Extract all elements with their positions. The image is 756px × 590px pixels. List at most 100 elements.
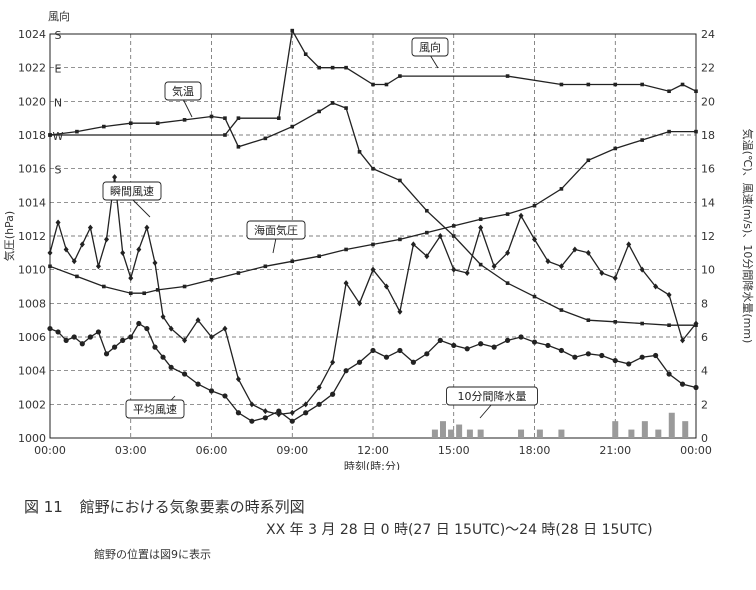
right-tick-label: 2 (701, 398, 708, 411)
gust-speed-point (599, 270, 605, 277)
mean-wind-speed-point (585, 351, 591, 357)
sea-level-pressure-point (128, 291, 133, 296)
callout-box (102, 181, 162, 201)
temperature-point (75, 129, 79, 134)
gust-speed-point (639, 266, 645, 273)
sea-level-pressure-point (667, 129, 671, 134)
right-tick-label: 10 (701, 264, 715, 277)
gust-speed-point (55, 219, 61, 226)
mean-wind-speed-point (276, 408, 282, 414)
precipitation-bar (641, 421, 648, 438)
mean-wind-speed-point (410, 359, 416, 365)
gust-speed-point (47, 249, 53, 256)
precipitation-bar (668, 412, 675, 438)
right-tick-label: 18 (701, 129, 715, 142)
temperature-point (398, 178, 402, 183)
wind-direction-point (317, 65, 321, 70)
mean-wind-speed-point (518, 334, 524, 340)
gust-speed-point (112, 174, 118, 181)
precipitation-bar (448, 429, 455, 438)
direction-tick-label: N (54, 96, 62, 109)
figure-note: 館野の位置は図9に表示 (94, 548, 211, 561)
gust-speed-point (451, 266, 457, 273)
gust-speed-point (195, 317, 201, 324)
mean-wind-speed-point (289, 418, 295, 424)
callout-box (446, 386, 538, 406)
sea-level-pressure-point (290, 259, 295, 264)
right-axis-title: 気温(℃)、風速(m/s)、10分間降水量(mm) (741, 129, 755, 344)
gust-speed-point (289, 409, 295, 416)
mean-wind-speed-point (330, 391, 336, 397)
gust-speed-point (410, 241, 416, 248)
gust-speed-point (666, 291, 672, 298)
gust-speed-point (343, 280, 349, 287)
gust-speed-point (612, 275, 618, 282)
wind-direction-point (290, 28, 295, 33)
mean-wind-speed-point (262, 415, 268, 421)
right-tick-label: 4 (701, 365, 708, 378)
sea-level-pressure-point (398, 237, 402, 242)
gust-speed-point (160, 313, 166, 320)
chart-series (47, 28, 699, 424)
direction-axis-title: 風向 (48, 9, 70, 23)
gust-speed-point (478, 224, 484, 231)
left-tick-label: 1010 (18, 264, 46, 277)
wind-direction-point (640, 82, 644, 87)
gust-speed-point (209, 334, 214, 340)
sea-level-pressure-point (155, 288, 160, 292)
right-tick-label: 14 (701, 196, 715, 209)
wind-direction-point (667, 89, 671, 94)
temperature-line (49, 102, 696, 326)
precipitation-bar (612, 421, 619, 438)
mean-wind-speed-point (316, 401, 322, 407)
gust-speed-point (357, 300, 363, 307)
callout-pointer (182, 98, 193, 118)
mean-wind-speed-point (491, 344, 497, 350)
mean-wind-speed-point (531, 339, 538, 345)
gust-speed-point (104, 236, 110, 243)
right-tick-label: 6 (701, 331, 708, 344)
mean-wind-speed-point (47, 325, 53, 332)
temperature-point (223, 116, 227, 120)
gust-speed-point (128, 275, 134, 282)
gust-speed-point (397, 308, 403, 315)
temperature-point (330, 101, 335, 105)
mean-wind-speed-point (572, 354, 578, 360)
left-tick-label: 1004 (18, 365, 46, 378)
precipitation-bar (682, 421, 689, 438)
callout-label: 海面気圧 (254, 223, 298, 237)
sea-level-pressure-point (75, 274, 79, 279)
x-tick-label: 06:00 (196, 444, 228, 457)
temperature-point (613, 320, 618, 324)
plot-frame (49, 33, 697, 439)
temperature-point (451, 234, 456, 238)
gust-speed-point (168, 325, 174, 332)
mean-wind-speed-point (152, 344, 158, 350)
mean-wind-speed-point (370, 347, 376, 354)
figure-title: 館野における気象要素の時系列図 (79, 498, 305, 516)
direction-tick-label: W (53, 130, 64, 143)
sea-level-pressure-point (586, 158, 591, 163)
gust-speed-point (370, 266, 376, 273)
x-tick-label: 15:00 (438, 444, 470, 457)
mean-wind-speed-point (79, 341, 85, 347)
mean-wind-speed-point (249, 418, 255, 424)
temperature-point (128, 121, 133, 126)
mean-wind-speed-point (103, 351, 110, 357)
gust-speed-point (249, 401, 255, 408)
x-axis-title: 時刻(時:分) (344, 459, 400, 470)
callout-label: 10分間降水量 (458, 389, 527, 403)
mean-wind-speed-point (653, 352, 659, 359)
sea-level-pressure-point (694, 129, 698, 134)
temperature-point (425, 208, 429, 213)
figure-caption: 図 11 館野における気象要素の時系列図 (24, 496, 305, 517)
temperature-point (505, 281, 510, 285)
wind-direction-point (680, 82, 685, 87)
sea-level-pressure-point (344, 247, 348, 252)
mean-wind-speed-point (356, 359, 363, 365)
gust-speed-point (182, 337, 188, 344)
mean-wind-speed-point (679, 381, 686, 387)
x-tick-label: 03:00 (115, 444, 147, 457)
